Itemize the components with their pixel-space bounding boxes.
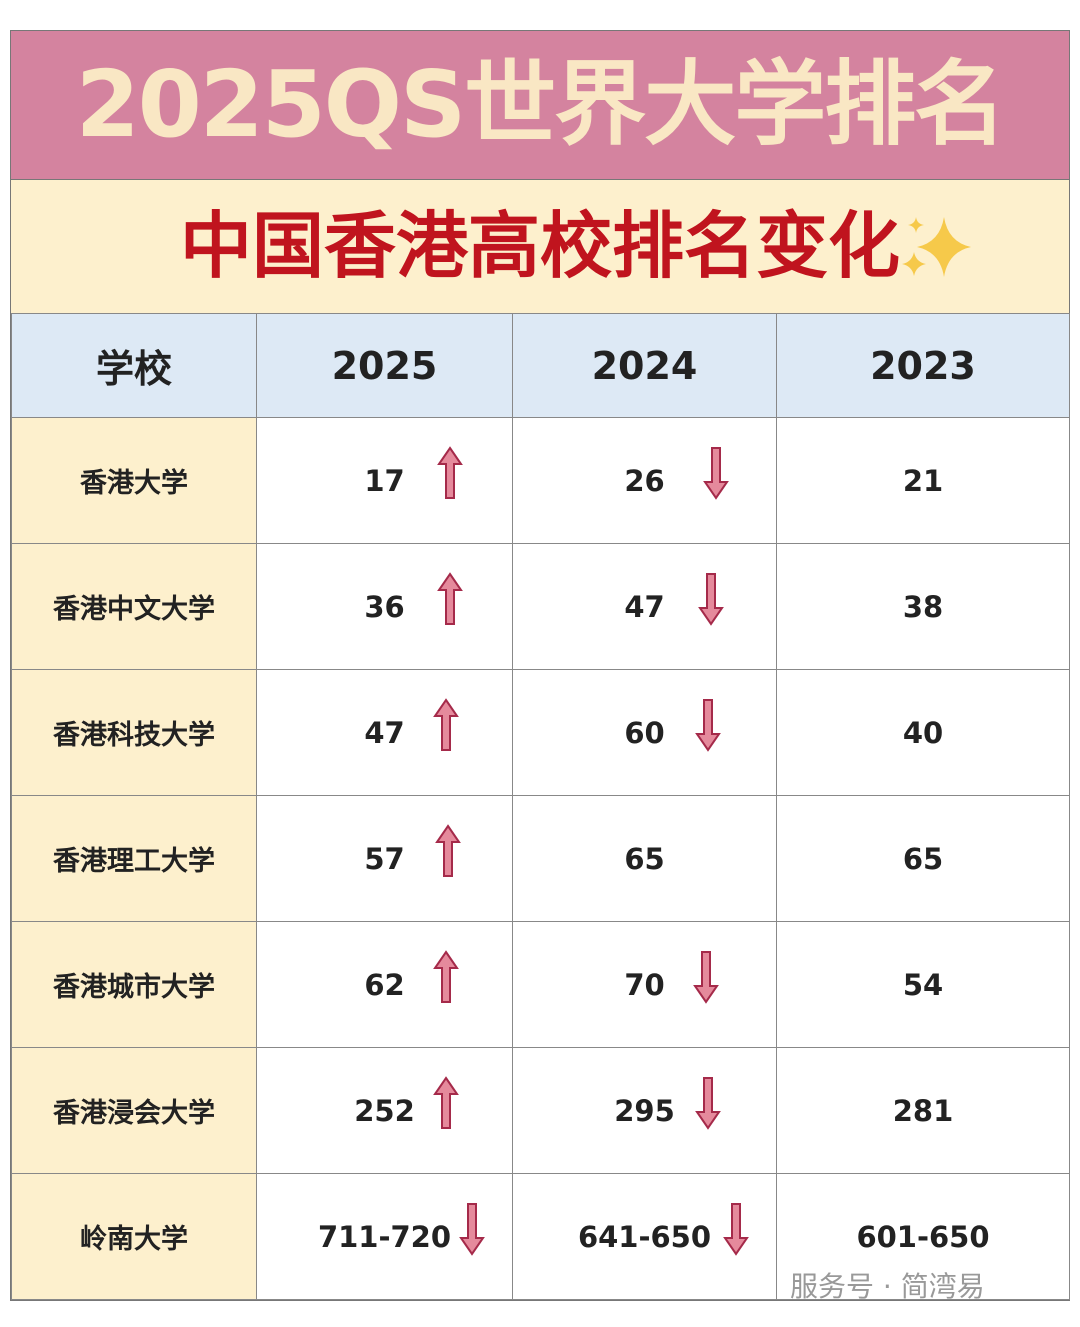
header-cell: 2023: [776, 313, 1070, 418]
ranking-table: 学校 2025 2024 2023 香港大学 17 26 21 香港中文大学 36 47 38…: [11, 313, 1070, 1300]
school-name: 香港科技大学: [53, 720, 215, 751]
rank-value: 17: [364, 463, 405, 498]
rank-cell: 40: [776, 669, 1070, 796]
header-row: 学校 2025 2024 2023: [11, 313, 1070, 418]
rank-value: 252: [354, 1093, 415, 1128]
subtitle: 中国香港高校排名变化: [179, 204, 900, 288]
rank-cell: 47: [256, 669, 513, 796]
rank-cell: 281: [776, 1047, 1070, 1174]
table-row: 香港城市大学 62 70 54: [11, 921, 1070, 1048]
rank-value: 40: [902, 715, 944, 750]
trend-arrow-up: [433, 698, 459, 751]
school-name: 香港大学: [80, 468, 188, 499]
rank-cell: 54: [776, 921, 1070, 1048]
rank-value: 21: [902, 463, 944, 498]
school-name: 香港中文大学: [53, 594, 215, 625]
school-cell: 香港大学: [11, 417, 257, 544]
rank-cell: 26: [512, 417, 777, 544]
rank-value: 54: [902, 967, 944, 1002]
rank-cell: 711-720: [256, 1173, 513, 1300]
trend-arrow-down: [695, 699, 721, 752]
trend-arrow-down: [698, 573, 724, 626]
rank-cell: 601-650: [776, 1173, 1070, 1300]
trend-arrow-down: [703, 447, 729, 500]
trend-arrow-up: [435, 824, 461, 877]
subtitle-band: 中国香港高校排名变化: [11, 180, 1069, 313]
rank-value: 62: [364, 967, 405, 1002]
rank-value: 281: [892, 1093, 954, 1128]
rank-value: 47: [624, 589, 665, 624]
rank-cell: 38: [776, 543, 1070, 670]
watermark: 服务号 · 简湾易: [790, 1270, 985, 1303]
rank-value: 47: [364, 715, 405, 750]
trend-arrow-up: [437, 572, 463, 625]
trend-arrow-down: [723, 1203, 749, 1256]
rank-cell: 70: [512, 921, 777, 1048]
school-cell: 香港浸会大学: [11, 1047, 257, 1174]
rank-cell: 57: [256, 795, 513, 922]
rank-cell: 295: [512, 1047, 777, 1174]
rank-value: 38: [902, 589, 944, 624]
trend-arrow-down: [695, 1077, 721, 1130]
rank-value: 57: [364, 841, 405, 876]
rank-value: 711-720: [317, 1219, 452, 1254]
school-name: 香港浸会大学: [53, 1098, 215, 1129]
rank-cell: 36: [256, 543, 513, 670]
trend-arrow-up: [433, 950, 459, 1003]
trend-arrow-down: [693, 951, 719, 1004]
table-row: 岭南大学 711-720 641-650 601-650: [11, 1173, 1070, 1300]
table-row: 香港理工大学 57 65 65: [11, 795, 1070, 922]
table-row: 香港科技大学 47 60 40: [11, 669, 1070, 796]
rank-cell: 641-650: [512, 1173, 777, 1300]
table-row: 香港浸会大学 252 295 281: [11, 1047, 1070, 1174]
rank-cell: 47: [512, 543, 777, 670]
table-row: 香港大学 17 26 21: [11, 417, 1070, 544]
header-cell: 学校: [11, 313, 257, 418]
rank-cell: 65: [512, 795, 777, 922]
rank-cell: 252: [256, 1047, 513, 1174]
rank-value: 60: [624, 715, 665, 750]
school-cell: 岭南大学: [11, 1173, 257, 1300]
school-cell: 香港城市大学: [11, 921, 257, 1048]
school-name: 岭南大学: [80, 1224, 188, 1255]
poster: 2025QS世界大学排名 中国香港高校排名变化 学校 2025 2024 202…: [10, 30, 1070, 1301]
school-cell: 香港理工大学: [11, 795, 257, 922]
school-cell: 香港中文大学: [11, 543, 257, 670]
rank-value: 26: [624, 463, 665, 498]
trend-arrow-up: [437, 446, 463, 499]
header-cell: 2025: [256, 313, 513, 418]
school-name: 香港城市大学: [53, 972, 215, 1003]
trend-arrow-down: [459, 1203, 485, 1256]
table-row: 香港中文大学 36 47 38: [11, 543, 1070, 670]
rank-cell: 21: [776, 417, 1070, 544]
rank-value: 70: [624, 967, 665, 1002]
title: 2025QS世界大学排名: [11, 31, 1069, 180]
trend-arrow-up: [433, 1076, 459, 1129]
rank-cell: 62: [256, 921, 513, 1048]
rank-cell: 17: [256, 417, 513, 544]
header-cell: 2024: [512, 313, 777, 418]
rank-value: 641-650: [577, 1219, 712, 1254]
school-cell: 香港科技大学: [11, 669, 257, 796]
rank-cell: 60: [512, 669, 777, 796]
rank-cell: 65: [776, 795, 1070, 922]
sparkle-icon: [902, 217, 971, 277]
school-name: 香港理工大学: [53, 846, 215, 877]
rank-value: 295: [614, 1093, 675, 1128]
rank-value: 65: [624, 841, 665, 876]
rank-value: 36: [364, 589, 405, 624]
rank-value: 65: [902, 841, 944, 876]
rank-value: 601-650: [856, 1219, 990, 1254]
